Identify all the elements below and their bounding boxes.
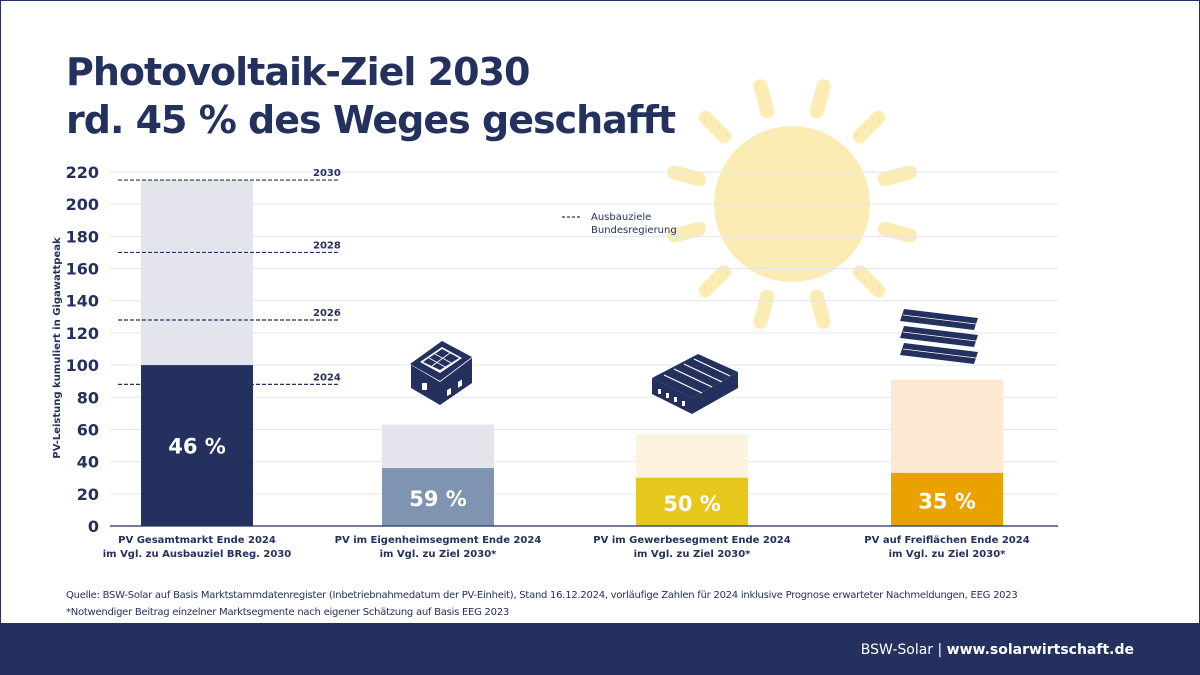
asterisk-note: *Notwendiger Beitrag einzelner Marktsegm… xyxy=(66,607,510,618)
y-tick-label: 180 xyxy=(66,227,99,246)
y-tick-label: 140 xyxy=(66,292,99,311)
footer-text: BSW-Solar | www.solarwirtschaft.de xyxy=(861,642,1134,658)
sun-ray xyxy=(852,110,886,144)
y-tick-label: 60 xyxy=(77,420,99,439)
footer-bar: BSW-Solar | www.solarwirtschaft.de xyxy=(0,623,1200,675)
x-axis-labels: PV Gesamtmarkt Ende 2024 im Vgl. zu Ausba… xyxy=(103,535,1030,560)
x-tick-label-line1: PV auf Freiflächen Ende 2024 xyxy=(864,535,1029,546)
source-note: Quelle: BSW-Solar auf Basis Marktstammda… xyxy=(66,590,1018,601)
footer-org: BSW-Solar xyxy=(860,642,934,658)
legend-label-line1: Ausbauziele xyxy=(591,212,651,223)
y-axis-label: PV-Leistung kumuliert in Gigawattpeak xyxy=(52,237,63,459)
bar-actual xyxy=(891,472,1003,526)
bar-actual xyxy=(382,468,494,526)
page-title: Photovoltaik-Ziel 2030 rd. 45 % des Wege… xyxy=(66,48,676,144)
footer-separator: | xyxy=(937,642,943,658)
x-tick-label-line1: PV im Eigenheimsegment Ende 2024 xyxy=(335,535,542,546)
title-line-1: Photovoltaik-Ziel 2030 xyxy=(66,50,530,94)
y-tick-label: 120 xyxy=(66,324,99,343)
legend-label-line2: Bundesregierung xyxy=(591,225,677,236)
sun-ray xyxy=(753,79,775,119)
sun-ray xyxy=(877,165,917,187)
title-line-2: rd. 45 % des Weges geschafft xyxy=(66,98,676,142)
footer-website-link[interactable]: www.solarwirtschaft.de xyxy=(946,642,1134,658)
sun-ray xyxy=(698,110,732,144)
solar-panel-rows-icon xyxy=(900,309,978,364)
x-tick-label-line2: im Vgl. zu Ziel 2030* xyxy=(380,549,498,560)
grid-lines xyxy=(110,171,1058,495)
y-axis-ticks: 0 20 40 60 80 100 120 140 160 180 200 220 xyxy=(66,163,99,536)
bar-actual xyxy=(141,365,253,526)
commercial-building-solar-icon xyxy=(652,354,738,414)
bar-percent-label: 46 % xyxy=(168,435,226,459)
y-tick-label: 200 xyxy=(66,195,99,214)
target-label: 2028 xyxy=(313,240,341,251)
y-tick-label: 0 xyxy=(88,517,99,536)
sun-ray xyxy=(667,165,707,187)
y-tick-label: 160 xyxy=(66,260,99,279)
sun-ray xyxy=(698,264,732,298)
y-tick-label: 40 xyxy=(77,453,99,472)
x-tick-label-line2: im Vgl. zu Ausbauziel BReg. 2030 xyxy=(103,549,292,560)
bar-actual xyxy=(636,477,748,526)
target-label: 2030 xyxy=(313,168,341,179)
x-tick-label-line2: im Vgl. zu Ziel 2030* xyxy=(634,549,752,560)
y-tick-label: 80 xyxy=(77,388,99,407)
x-tick-label-line1: PV im Gewerbesegment Ende 2024 xyxy=(593,535,790,546)
y-tick-label: 20 xyxy=(77,485,99,504)
target-lines: 2030 2028 2026 2024 xyxy=(118,168,341,385)
house-solar-icon xyxy=(410,341,472,405)
target-label: 2026 xyxy=(313,308,341,319)
sun-icon xyxy=(667,79,917,329)
sun-ray xyxy=(667,221,707,243)
target-label: 2024 xyxy=(313,372,341,383)
bar-percent-label: 35 % xyxy=(918,489,976,513)
y-tick-label: 100 xyxy=(66,356,99,375)
legend: Ausbauziele Bundesregierung xyxy=(562,212,677,236)
sun-ray xyxy=(809,79,831,119)
sun-ray xyxy=(852,264,886,298)
bars: 46 % 59 % 50 % 35 % xyxy=(141,180,1003,526)
y-tick-label: 220 xyxy=(66,163,99,182)
sun-ray xyxy=(877,221,917,243)
bar-percent-label: 50 % xyxy=(663,492,721,516)
x-tick-label-line1: PV Gesamtmarkt Ende 2024 xyxy=(118,535,276,546)
bar-percent-label: 59 % xyxy=(409,487,467,511)
footnotes: Quelle: BSW-Solar auf Basis Marktstammda… xyxy=(66,587,1018,621)
x-tick-label-line2: im Vgl. zu Ziel 2030* xyxy=(889,549,1007,560)
